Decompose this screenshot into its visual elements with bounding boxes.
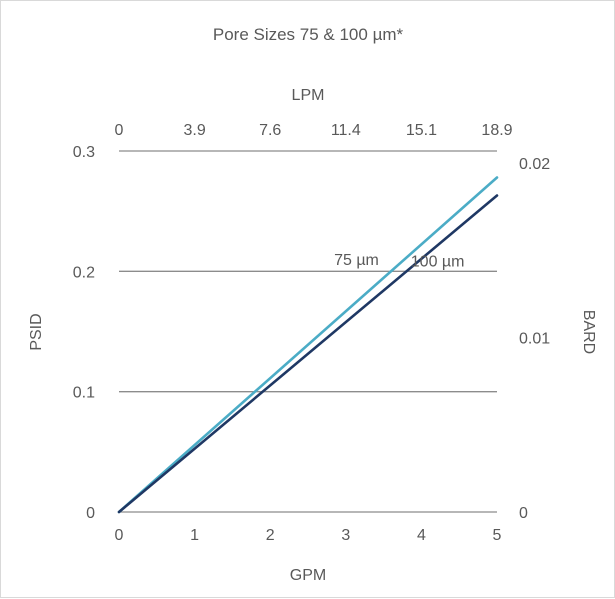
right-tick-label: 0	[519, 505, 528, 522]
series-line-2	[117, 194, 499, 514]
bottom-tick-label: 1	[190, 527, 199, 544]
left-tick-label: 0	[86, 505, 95, 522]
series-label-2: 100 µm	[411, 254, 465, 271]
series-line-1	[117, 176, 499, 514]
top-axis-title: LPM	[292, 87, 325, 104]
top-tick-label: 7.6	[259, 122, 281, 139]
top-tick-label: 18.9	[481, 122, 512, 139]
top-tick-label: 0	[115, 122, 124, 139]
left-tick-label: 0.2	[73, 264, 95, 281]
top-tick-label: 15.1	[406, 122, 437, 139]
right-tick-label: 0.02	[519, 156, 550, 173]
right-tick-label: 0.01	[519, 331, 550, 348]
bottom-tick-label: 0	[115, 527, 124, 544]
top-tick-label: 3.9	[183, 122, 205, 139]
left-tick-label: 0.1	[73, 385, 95, 402]
top-tick-label: 11.4	[331, 122, 361, 139]
series-lines	[117, 176, 499, 514]
series-label-1: 75 µm	[334, 252, 379, 269]
bottom-tick-label: 2	[266, 527, 275, 544]
right-axis-title: BARD	[580, 310, 597, 354]
tick-labels: 00.10.20.30 1 2 3 4 50 3.9 7.6 11.4 15.1 18.900.01…	[73, 122, 550, 544]
left-tick-label: 0.3	[73, 144, 95, 161]
bottom-tick-label: 5	[493, 527, 502, 544]
bottom-tick-label: 4	[417, 527, 426, 544]
bottom-axis-title: GPM	[290, 567, 326, 584]
chart-title: Pore Sizes 75 & 100 µm*	[213, 25, 404, 44]
gridlines	[119, 150, 497, 513]
series-labels: 75 µm 100 µm	[334, 252, 464, 271]
bottom-tick-label: 3	[341, 527, 350, 544]
left-axis-title: PSID	[28, 313, 45, 350]
